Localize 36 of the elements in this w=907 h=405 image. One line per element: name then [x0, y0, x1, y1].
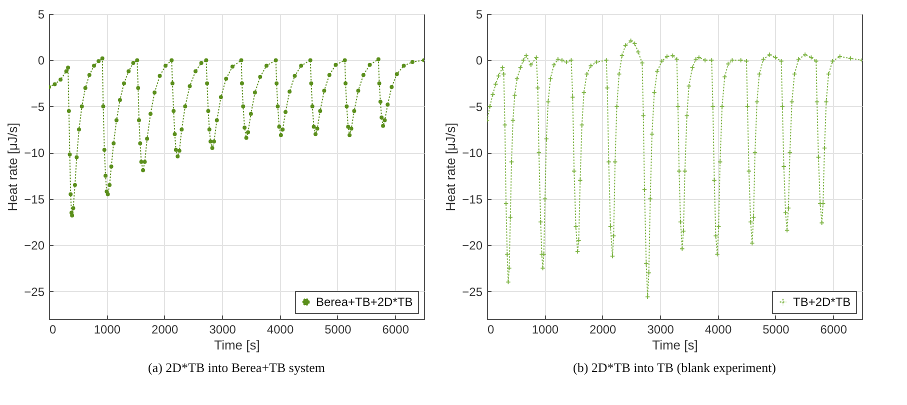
x-tick-label: 6000	[382, 322, 410, 336]
y-tick-label: 0	[476, 54, 483, 68]
x-axis-title: Time [s]	[652, 338, 698, 352]
x-tick-label: 6000	[820, 322, 848, 336]
y-tick-label: −15	[24, 192, 45, 206]
x-tick-label: 4000	[266, 322, 294, 336]
x-tick-label: 4000	[704, 322, 732, 336]
legend-label: TB+2D*TB	[793, 295, 851, 309]
x-axis-title: Time [s]	[214, 338, 260, 352]
y-tick-label: −5	[468, 100, 483, 114]
y-tick-label: −25	[24, 284, 45, 299]
x-tick-label: 5000	[324, 322, 352, 336]
y-tick-label: −5	[30, 100, 45, 114]
y-tick-label: 5	[476, 8, 483, 22]
y-tick-label: −20	[462, 238, 483, 253]
y-tick-label: −20	[24, 238, 45, 253]
x-tick-label: 0	[50, 322, 56, 336]
x-tick-label: 5000	[762, 322, 790, 336]
text: (b) 2D*TB into TB (blank experiment)	[572, 360, 776, 375]
y-tick-label: −10	[24, 146, 45, 160]
y-axis-title: Heat rate [μJ/s]	[5, 122, 20, 212]
x-tick-label: 3000	[647, 322, 674, 336]
x-tick-label: 2000	[590, 322, 617, 336]
text: (a) 2D*TB into Berea+TB system	[148, 360, 326, 375]
x-tick-label: 0	[488, 322, 494, 336]
y-tick-label: −25	[462, 284, 483, 299]
y-tick-label: −15	[462, 192, 483, 206]
y-tick-label: −10	[462, 146, 483, 160]
y-tick-label: 5	[38, 8, 45, 22]
y-tick-label: 0	[38, 54, 45, 68]
x-tick-label: 1000	[532, 322, 559, 336]
y-axis-title: Heat rate [μJ/s]	[443, 122, 458, 212]
x-tick-label: 1000	[94, 322, 121, 336]
x-tick-label: 3000	[209, 322, 236, 336]
legend-label: Berea+TB+2D*TB	[316, 295, 413, 309]
x-tick-label: 2000	[152, 322, 179, 336]
